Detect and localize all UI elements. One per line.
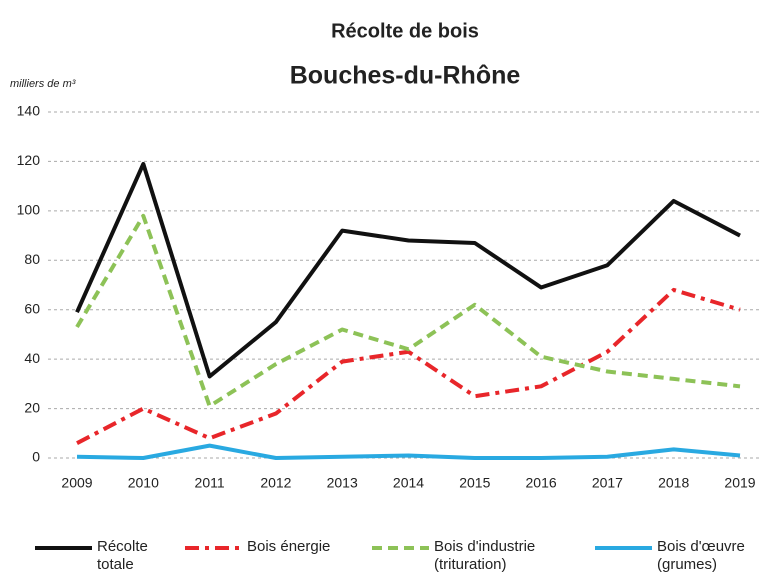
y-tick-label: 100 (17, 202, 41, 218)
chart-title: Récolte de bois (331, 20, 479, 42)
x-tick-label: 2016 (526, 475, 557, 491)
x-tick-label: 2012 (260, 475, 291, 491)
x-tick-label: 2013 (327, 475, 358, 491)
x-tick-label: 2009 (61, 475, 92, 491)
x-tick-label: 2017 (592, 475, 623, 491)
legend-label: Bois énergie (247, 538, 331, 555)
y-tick-label: 0 (32, 449, 40, 465)
y-tick-label: 40 (24, 350, 40, 366)
series-line (75, 161, 741, 379)
y-tick-label: 140 (17, 103, 41, 119)
legend-label: Bois d'industrie (trituration) (434, 538, 536, 573)
x-tick-label: 2011 (195, 475, 225, 491)
y-tick-label: 80 (24, 251, 40, 267)
series-line (76, 287, 741, 445)
legend-label: Récolte totale (97, 538, 148, 573)
y-axis-label: milliers de m³ (10, 78, 76, 90)
x-tick-label: 2015 (459, 475, 490, 491)
y-tick-label: 120 (17, 152, 41, 168)
x-tick-label: 2019 (724, 475, 755, 491)
chart-subtitle: Bouches-du-Rhône (290, 62, 521, 90)
x-tick-label: 2010 (128, 475, 159, 491)
legend-label: Bois d'œuvre (grumes) (657, 538, 745, 573)
series-line (76, 443, 741, 460)
series-line (75, 213, 741, 409)
x-tick-label: 2018 (658, 475, 689, 491)
y-tick-label: 60 (24, 300, 40, 316)
y-tick-label: 20 (24, 399, 40, 415)
x-tick-label: 2014 (393, 475, 424, 491)
